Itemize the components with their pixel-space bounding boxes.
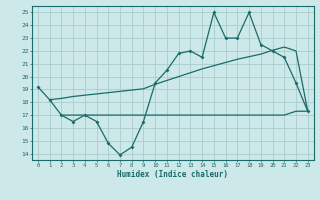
X-axis label: Humidex (Indice chaleur): Humidex (Indice chaleur) bbox=[117, 170, 228, 179]
